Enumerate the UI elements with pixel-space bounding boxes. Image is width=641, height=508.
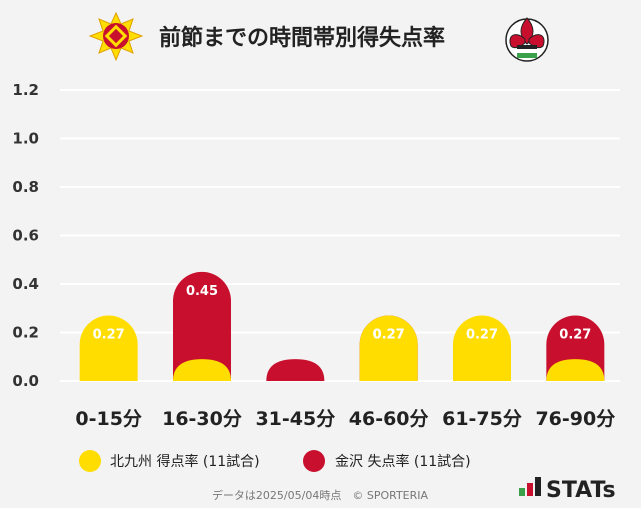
stats-logo-icon: [519, 477, 541, 496]
bar-kitakyushu: [546, 359, 605, 381]
data-label-kanazawa: 0.27: [559, 328, 591, 343]
y-axis: 1.2 1.0 0.8 0.6 0.4 0.2 0.0: [12, 81, 39, 390]
data-label-kanazawa: 0.45: [186, 284, 218, 299]
kitakyushu-emblem-icon: [88, 11, 144, 62]
x-tick-label: 31-45分: [255, 408, 335, 430]
bar-kitakyushu: [79, 315, 138, 381]
legend-swatch-kanazawa: [303, 450, 325, 472]
data-label-kitakyushu: 0.27: [93, 328, 125, 343]
bar-kitakyushu: [359, 315, 418, 381]
y-tick-label: 0.0: [12, 372, 39, 390]
brand-label: STATs: [546, 478, 616, 503]
x-axis: 0-15分 16-30分 31-45分 46-60分 61-75分 76-90分: [75, 408, 615, 430]
y-tick-label: 0.8: [12, 178, 39, 196]
bar-kitakyushu: [453, 315, 511, 381]
y-tick-label: 1.0: [12, 130, 39, 148]
bar-kanazawa: [173, 271, 231, 381]
chart-title: 前節までの時間帯別得失点率: [159, 25, 445, 51]
kanazawa-emblem-icon: [505, 17, 549, 62]
bar-kanazawa: [266, 359, 325, 381]
x-tick-label: 16-30分: [162, 408, 242, 430]
data-label-kitakyushu: 0.27: [466, 328, 498, 343]
x-tick-label: 76-90分: [535, 408, 615, 430]
data-label-kitakyushu: 0.27: [373, 328, 405, 343]
y-tick-label: 0.4: [12, 275, 39, 293]
y-tick-label: 0.2: [12, 324, 39, 342]
bar-kitakyushu: [173, 359, 231, 381]
y-tick-label: 1.2: [12, 81, 39, 99]
x-tick-label: 61-75分: [442, 408, 522, 430]
grid: [60, 89, 620, 382]
data-label-kanazawa: 0.27: [373, 328, 405, 343]
legend-label-kitakyushu: 北九州 得点率 (11試合): [110, 453, 260, 470]
x-tick-label: 46-60分: [349, 408, 429, 430]
x-tick-label: 0-15分: [75, 408, 142, 430]
bars: [79, 271, 605, 381]
y-tick-label: 0.6: [12, 227, 39, 245]
data-labels: 0.270.450.270.27 0.27 0.27: [93, 284, 592, 343]
footer-note: データは2025/05/04時点 © SPORTERIA: [212, 488, 429, 502]
legend-swatch-kitakyushu: [79, 450, 101, 472]
legend-label-kanazawa: 金沢 失点率 (11試合): [335, 453, 471, 470]
